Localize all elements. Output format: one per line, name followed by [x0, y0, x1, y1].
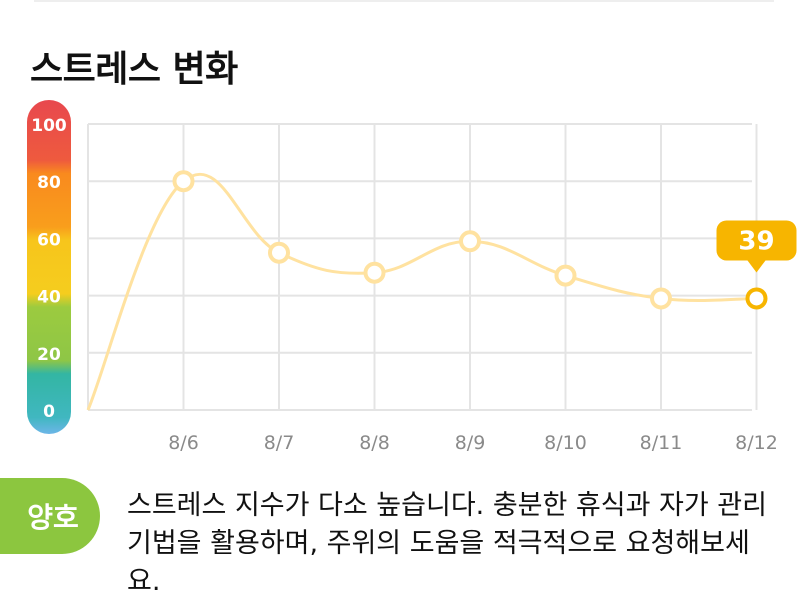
- y-tick-label: 20: [37, 345, 61, 365]
- scale-bar-fill: [27, 100, 71, 434]
- callout-pointer: [747, 260, 766, 273]
- page-title: 스트레스 변화: [30, 49, 238, 90]
- x-axis-labels: 8/6 8/7 8/8 8/9 8/10 8/11 8/12: [168, 432, 778, 454]
- y-tick-label: 100: [31, 116, 67, 136]
- current-value-callout: 39: [716, 220, 797, 273]
- x-tick-label: 8/8: [359, 432, 390, 454]
- x-tick-label: 8/7: [264, 432, 295, 454]
- x-tick-label: 8/12: [735, 432, 778, 454]
- stress-advice-message: 스트레스 지수가 다소 높습니다. 충분한 휴식과 자가 관리 기법을 활용하며…: [127, 490, 767, 597]
- data-markers: [172, 170, 768, 310]
- stress-scale-bar: 100 80 60 40 20 0: [27, 100, 71, 434]
- x-tick-label: 8/9: [455, 432, 486, 454]
- data-point: [172, 170, 195, 193]
- y-tick-label: 60: [37, 230, 61, 250]
- x-tick-label: 8/6: [168, 432, 199, 454]
- y-tick-label: 0: [43, 402, 55, 422]
- top-divider: [34, 0, 774, 2]
- status-badge: 양호: [0, 478, 100, 554]
- x-tick-label: 8/10: [544, 432, 587, 454]
- current-value-label: 39: [738, 226, 774, 256]
- data-point: [268, 241, 290, 264]
- chart-grid: [87, 123, 758, 411]
- callout-box: [716, 220, 797, 261]
- data-point: [363, 261, 386, 284]
- y-tick-label: 80: [37, 173, 61, 193]
- stress-line-chart: 100 80 60 40 20 0 8/6 8/7 8/8 8/9 8/10 8/11 8/12 39: [27, 100, 797, 454]
- data-point: [459, 230, 481, 253]
- x-tick-label: 8/11: [640, 432, 683, 454]
- data-point: [745, 287, 768, 310]
- data-point: [650, 287, 672, 310]
- y-tick-label: 40: [37, 288, 61, 308]
- data-point: [554, 264, 577, 287]
